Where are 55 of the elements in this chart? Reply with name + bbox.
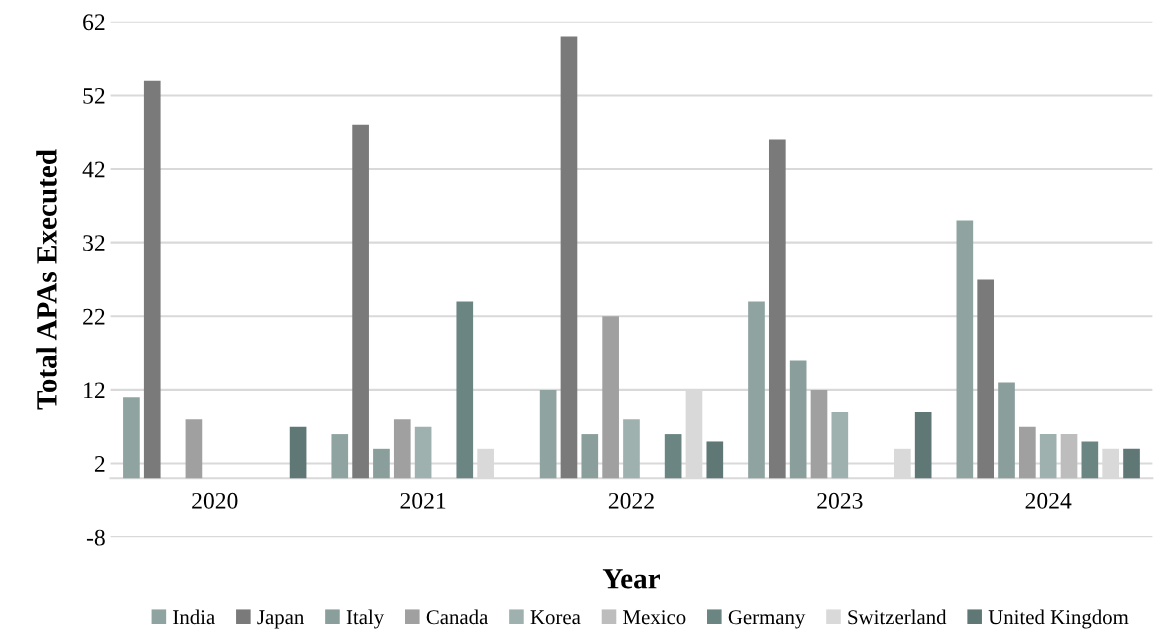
legend-label: India: [173, 609, 215, 625]
y-tick-label: 52: [83, 87, 105, 104]
bar: [539, 389, 557, 479]
bar: [1123, 448, 1140, 479]
bar: [414, 426, 432, 479]
x-axis-title: Year: [602, 569, 660, 589]
bar: [123, 397, 140, 479]
legend-label: Germany: [728, 610, 806, 629]
y-axis-title: Total APAs Executed: [36, 149, 57, 410]
y-tick-label: 12: [84, 382, 105, 399]
legend-label: Mexico: [623, 610, 686, 625]
bar: [373, 448, 390, 479]
bar: [352, 124, 369, 479]
bar: [331, 434, 349, 479]
bar: [1039, 434, 1057, 479]
legend-label: Canada: [426, 609, 489, 625]
y-tick-label: 42: [82, 161, 105, 178]
bar: [1081, 441, 1099, 479]
bar: [581, 434, 599, 479]
bar: [831, 412, 849, 479]
x-tick-label: 2022: [608, 492, 654, 509]
bar: [706, 441, 724, 479]
bar: [977, 279, 995, 479]
bar: [143, 80, 161, 479]
bar: [602, 316, 619, 479]
bar: [810, 389, 828, 479]
y-tick-label: 22: [83, 308, 105, 325]
bar: [768, 139, 786, 479]
bar: [664, 434, 682, 479]
bar: [185, 419, 203, 479]
bar: [456, 301, 474, 479]
bar: [789, 360, 807, 479]
x-tick-label: 2021: [400, 492, 446, 509]
legend-label: Italy: [346, 609, 385, 629]
x-tick-label: 2020: [192, 492, 238, 509]
y-tick-label: 62: [83, 14, 105, 31]
y-tick-label: 2: [94, 456, 105, 472]
bar: [393, 419, 411, 479]
bar: [623, 419, 640, 479]
x-tick-label: 2023: [817, 492, 863, 509]
bar: [748, 301, 765, 479]
bar: [956, 220, 974, 479]
y-tick-label: 32: [83, 235, 105, 252]
legend-label: United Kingdom: [988, 609, 1129, 629]
legend-label: Korea: [530, 610, 581, 625]
bar: [998, 382, 1015, 479]
bar: [1060, 434, 1078, 479]
legend-label: Japan: [257, 610, 304, 629]
bar: [1019, 426, 1036, 479]
y-tick-label: -8: [86, 529, 105, 546]
bar: [914, 412, 932, 479]
x-tick-label: 2024: [1025, 492, 1072, 509]
bar: [289, 426, 307, 479]
bar: [560, 36, 578, 479]
legend-label: Switzerland: [848, 609, 947, 625]
